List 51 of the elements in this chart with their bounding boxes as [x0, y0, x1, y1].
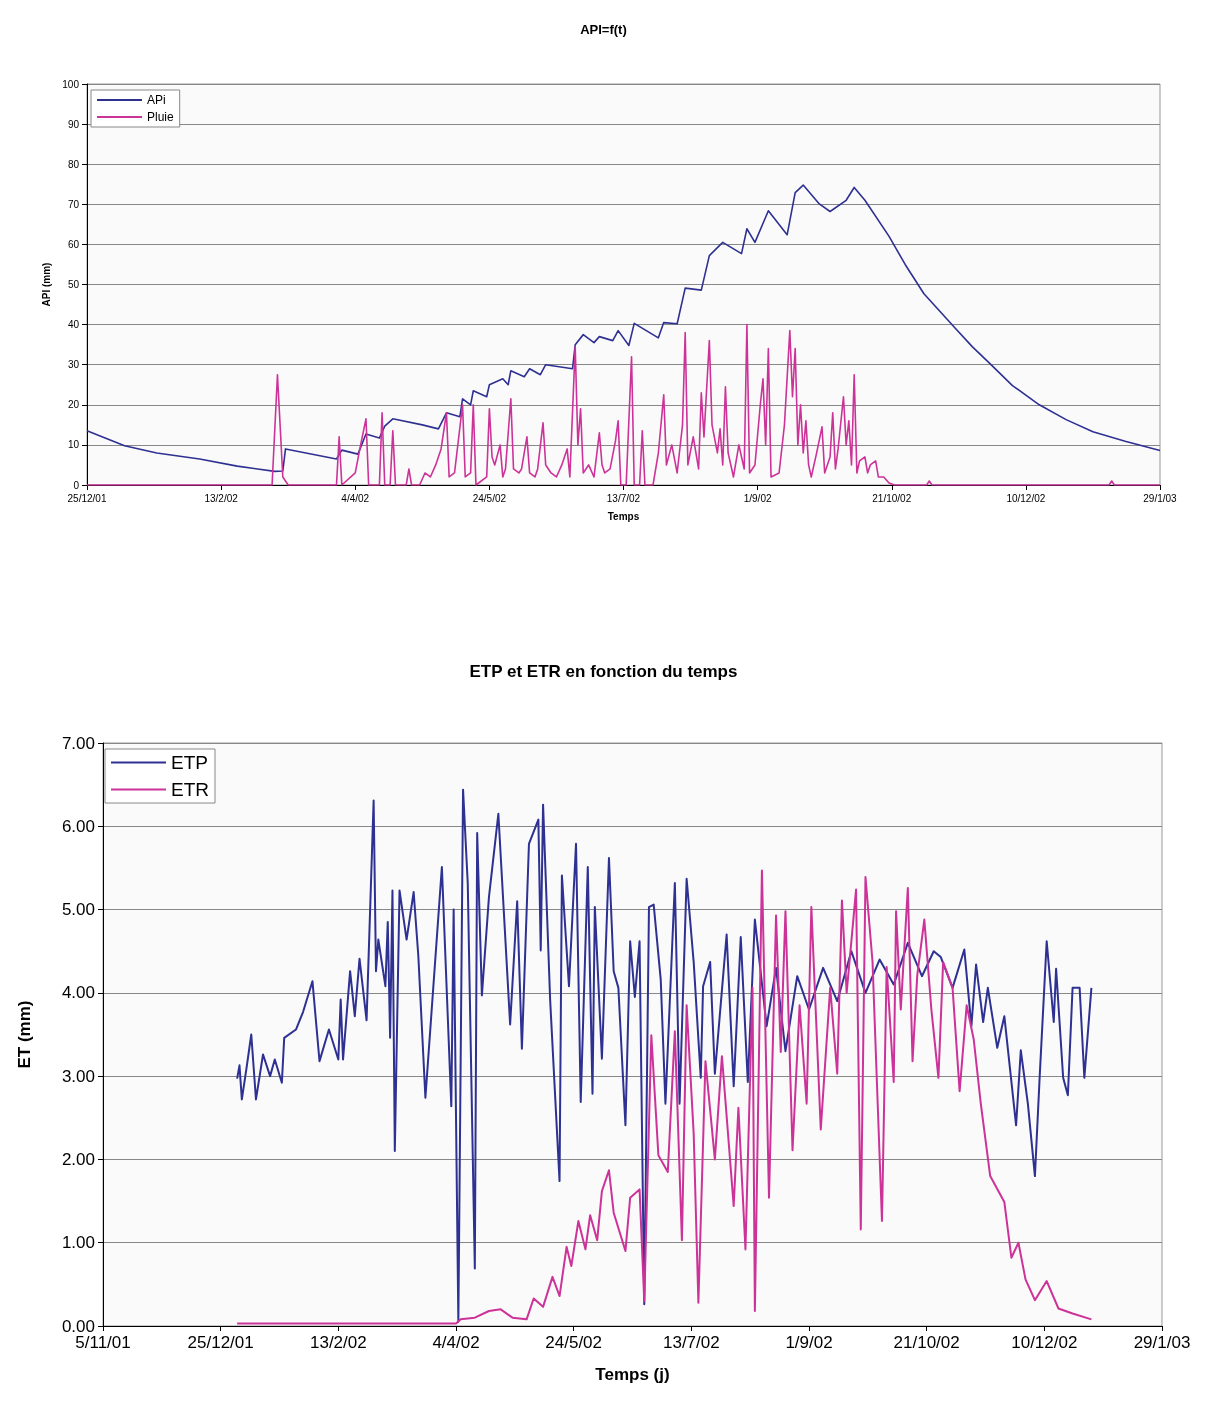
chart-title: API=f(t) [580, 22, 627, 37]
legend-label: APi [147, 93, 166, 107]
x-tick-label: 21/10/02 [872, 492, 912, 504]
y-tick-label: 90 [67, 118, 80, 130]
x-tick-label: 10/12/02 [1011, 1333, 1078, 1352]
chart-title: ETP et ETR en fonction du temps [469, 662, 738, 681]
x-tick-label: 13/2/02 [204, 492, 239, 504]
x-tick-label: 24/5/02 [545, 1333, 603, 1352]
x-tick-label: 29/1/03 [1133, 1333, 1191, 1352]
x-tick-label: 5/11/01 [75, 1333, 131, 1352]
y-tick-label: 0.00 [61, 1316, 95, 1336]
line-series [236, 788, 1093, 1323]
y-tick-label: 3.00 [61, 1066, 95, 1086]
y-tick-label: 40 [67, 319, 80, 331]
y-tick-label: 1.00 [61, 1233, 95, 1253]
y-tick-label: 100 [62, 78, 80, 90]
legend-label: ETP [171, 752, 208, 773]
y-tick-label: 20 [67, 399, 80, 411]
y-tick-label: 6.00 [61, 816, 95, 836]
y-tick-label: 5.00 [61, 900, 95, 920]
y-tick-label: 2.00 [61, 1149, 95, 1169]
legend-label: ETR [171, 779, 209, 800]
x-tick-label: 25/12/01 [187, 1333, 254, 1352]
x-tick-label: 13/7/02 [662, 1333, 720, 1352]
line-series [86, 184, 1161, 473]
x-tick-label: 25/12/01 [67, 492, 107, 504]
line-series [236, 869, 1093, 1325]
x-tick-label: 24/5/02 [472, 492, 507, 504]
x-tick-label: 4/4/02 [432, 1333, 480, 1352]
y-tick-label: 0 [73, 479, 80, 491]
y-axis-title: ET (mm) [15, 1000, 34, 1069]
x-tick-label: 13/2/02 [309, 1333, 367, 1352]
y-tick-label: 4.00 [61, 983, 95, 1003]
x-tick-label: 13/7/02 [606, 492, 641, 504]
y-tick-label: 50 [67, 279, 80, 290]
x-axis-title: Temps (j) [595, 1365, 670, 1384]
x-tick-label: 10/12/02 [1006, 492, 1046, 504]
y-tick-label: 7.00 [61, 733, 95, 753]
y-tick-label: 10 [67, 439, 80, 451]
y-tick-label: 80 [67, 158, 80, 170]
y-tick-label: 60 [67, 238, 80, 250]
x-axis-title: Temps [607, 510, 640, 522]
y-axis-title: API (mm) [40, 262, 52, 307]
x-tick-label: 4/4/02 [341, 492, 370, 504]
x-tick-label: 29/1/03 [1143, 492, 1178, 504]
y-tick-label: 70 [67, 198, 80, 210]
y-tick-label: 30 [67, 359, 80, 371]
x-tick-label: 1/9/02 [743, 492, 772, 504]
legend-label: Pluie [147, 110, 175, 124]
x-tick-label: 21/10/02 [893, 1333, 960, 1352]
x-tick-label: 1/9/02 [785, 1333, 833, 1352]
